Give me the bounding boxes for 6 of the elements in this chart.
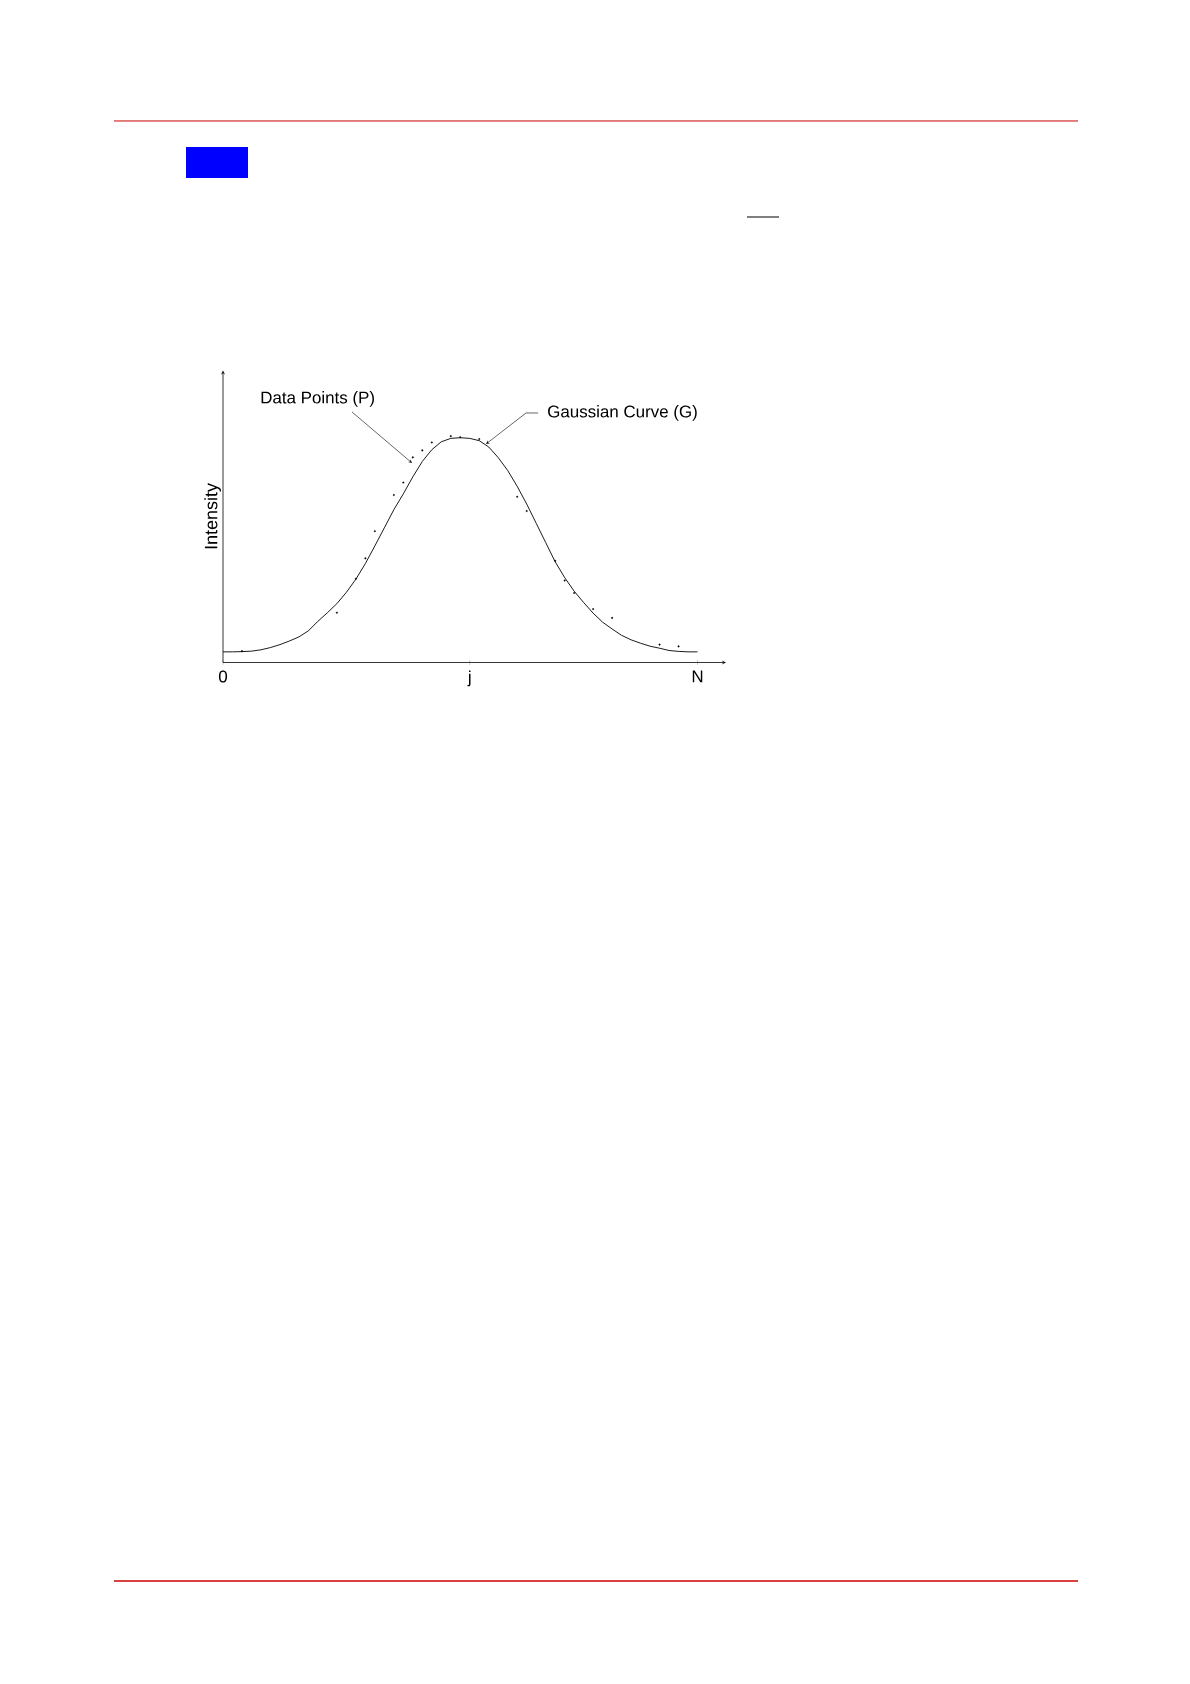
- x-tick-label: j: [467, 670, 471, 687]
- x-tick-label: N: [692, 670, 703, 683]
- text: Gaussian Curve (G): [548, 405, 697, 421]
- text: Data Points (P): [261, 391, 374, 407]
- y-axis-title: Intensity: [204, 483, 221, 549]
- x-tick-label: 0: [218, 670, 228, 683]
